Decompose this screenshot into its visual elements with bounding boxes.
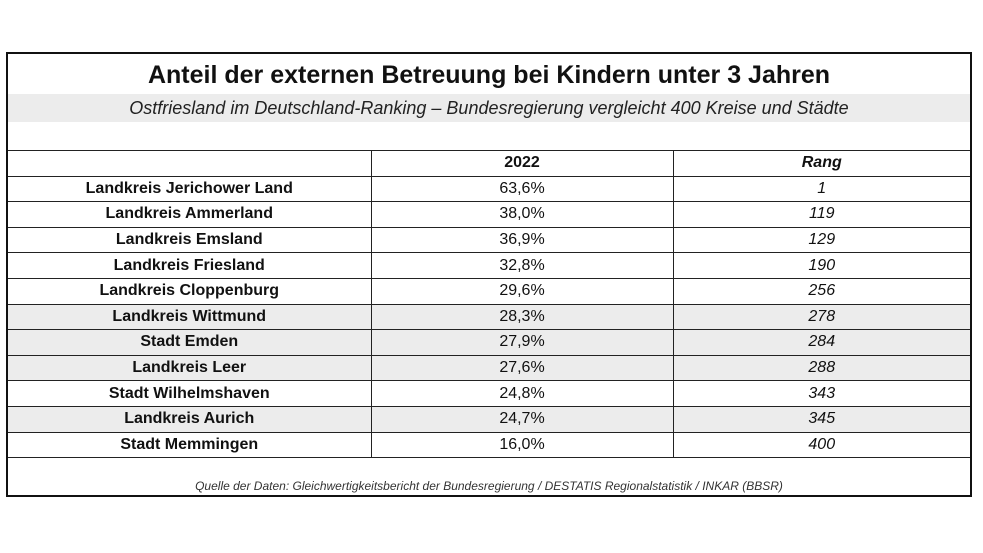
rank-cell: 343 bbox=[672, 380, 970, 407]
region-cell: Stadt Memmingen bbox=[8, 431, 372, 459]
value-cell: 63,6% bbox=[370, 175, 674, 203]
table-header-row: 2022 Rang bbox=[8, 150, 970, 177]
table-row: Landkreis Aurich 24,7% 345 bbox=[8, 405, 970, 433]
region-cell: Landkreis Ammerland bbox=[8, 201, 372, 228]
table-row: Landkreis Leer 27,6% 288 bbox=[8, 354, 970, 382]
header-region bbox=[8, 150, 372, 177]
table-row: Stadt Emden 27,9% 284 bbox=[8, 329, 970, 356]
rank-cell: 345 bbox=[672, 405, 970, 433]
rank-cell: 288 bbox=[672, 354, 970, 382]
table-frame: Anteil der externen Betreuung bei Kinder… bbox=[6, 52, 972, 497]
region-cell: Landkreis Friesland bbox=[8, 252, 372, 279]
table-body: Landkreis Jerichower Land 63,6% 1 Landkreis… bbox=[8, 175, 970, 459]
table-row: Landkreis Jerichower Land 63,6% 1 bbox=[8, 175, 970, 203]
table-row: Landkreis Cloppenburg 29,6% 256 bbox=[8, 277, 970, 305]
value-cell: 29,6% bbox=[370, 277, 674, 305]
page-subtitle: Ostfriesland im Deutschland-Ranking – Bu… bbox=[129, 98, 849, 118]
region-cell: Landkreis Aurich bbox=[8, 405, 372, 433]
value-cell: 36,9% bbox=[370, 226, 674, 254]
rank-cell: 400 bbox=[672, 431, 970, 459]
rank-cell: 278 bbox=[672, 303, 970, 331]
rank-cell: 190 bbox=[672, 252, 970, 279]
region-cell: Landkreis Jerichower Land bbox=[8, 175, 372, 203]
region-cell: Landkreis Wittmund bbox=[8, 303, 372, 331]
rank-cell: 284 bbox=[672, 329, 970, 356]
value-cell: 27,9% bbox=[370, 329, 674, 356]
subtitle-band bbox=[8, 94, 970, 122]
value-cell: 24,8% bbox=[370, 380, 674, 407]
ranking-table: 2022 Rang Landkreis Jerichower Land 63,6%… bbox=[8, 150, 970, 459]
page-title: Anteil der externen Betreuung bei Kinder… bbox=[147, 61, 831, 89]
header-rank: Rang bbox=[672, 150, 970, 177]
header-year: 2022 bbox=[370, 150, 674, 177]
table-row: Landkreis Friesland 32,8% 190 bbox=[8, 252, 970, 279]
value-cell: 24,7% bbox=[370, 405, 674, 433]
value-cell: 38,0% bbox=[370, 201, 674, 228]
table-row: Stadt Memmingen 16,0% 400 bbox=[8, 431, 970, 459]
rank-cell: 1 bbox=[672, 175, 970, 203]
region-cell: Stadt Emden bbox=[8, 329, 372, 356]
region-cell: Landkreis Emsland bbox=[8, 226, 372, 254]
region-cell: Landkreis Leer bbox=[8, 354, 372, 382]
table-row: Landkreis Emsland 36,9% 129 bbox=[8, 226, 970, 254]
region-cell: Landkreis Cloppenburg bbox=[8, 277, 372, 305]
value-cell: 32,8% bbox=[370, 252, 674, 279]
value-cell: 27,6% bbox=[370, 354, 674, 382]
table-row: Stadt Wilhelmshaven 24,8% 343 bbox=[8, 380, 970, 407]
rank-cell: 129 bbox=[672, 226, 970, 254]
rank-cell: 119 bbox=[672, 201, 970, 228]
table-row: Landkreis Ammerland 38,0% 119 bbox=[8, 201, 970, 228]
value-cell: 16,0% bbox=[370, 431, 674, 459]
value-cell: 28,3% bbox=[370, 303, 674, 331]
table-row: Landkreis Wittmund 28,3% 278 bbox=[8, 303, 970, 331]
source-note: Quelle der Daten: Gleichwertigkeitsberic… bbox=[195, 479, 783, 493]
rank-cell: 256 bbox=[672, 277, 970, 305]
region-cell: Stadt Wilhelmshaven bbox=[8, 380, 372, 407]
